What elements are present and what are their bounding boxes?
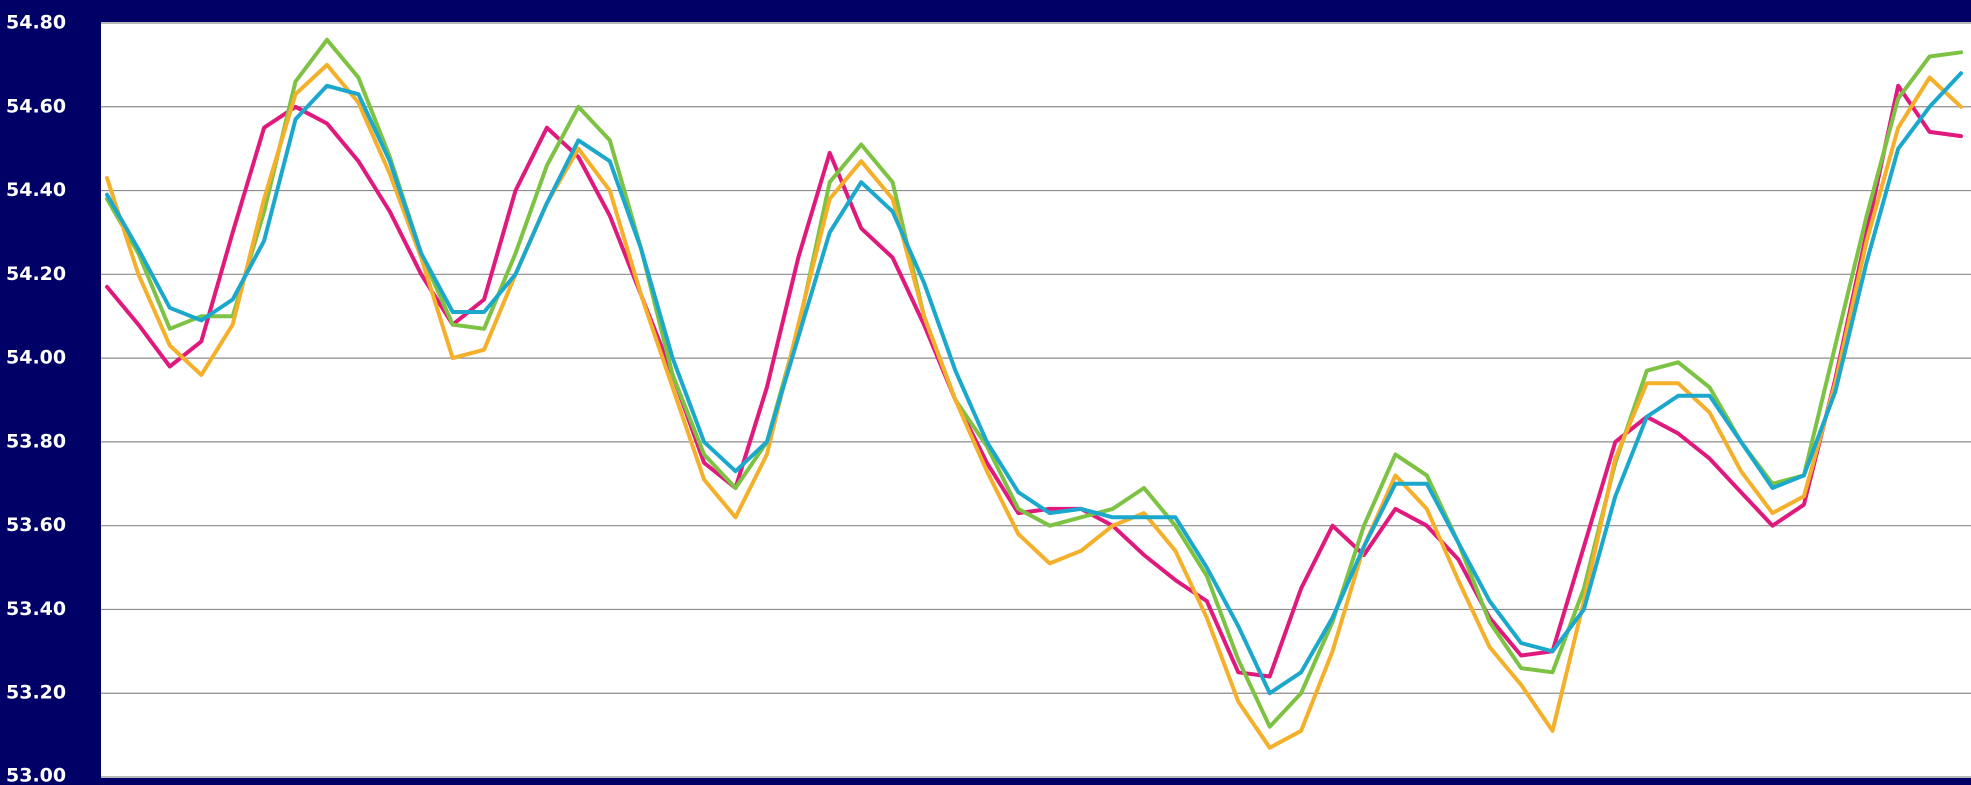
y-tick-label: 53.80 bbox=[6, 430, 66, 452]
y-tick-label: 54.20 bbox=[6, 263, 66, 285]
y-tick-label: 54.40 bbox=[6, 179, 66, 201]
y-tick-label: 53.40 bbox=[6, 598, 66, 620]
series-line bbox=[105, 71, 1963, 696]
series-line bbox=[105, 83, 1963, 679]
y-tick-label: 53.60 bbox=[6, 514, 66, 536]
y-tick-label: 54.00 bbox=[6, 347, 66, 369]
y-tick-label: 54.80 bbox=[6, 12, 66, 34]
y-tick-label: 53.20 bbox=[6, 682, 66, 704]
y-tick-label: 53.00 bbox=[6, 765, 66, 785]
y-tick-label: 54.60 bbox=[6, 95, 66, 117]
plot-area bbox=[101, 22, 1971, 778]
